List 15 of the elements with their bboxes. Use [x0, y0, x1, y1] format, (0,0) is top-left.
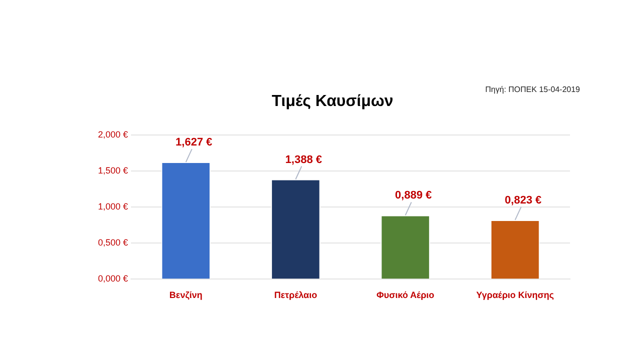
text: Πηγή: ΠΟΠΕΚ 15-04-2019 — [485, 85, 581, 94]
x-tick-label: Πετρέλαιο — [274, 290, 318, 300]
x-tick-label: Υγραέριο Κίνησης — [476, 290, 554, 300]
x-tick-label: Βενζίνη — [169, 290, 202, 300]
y-tick-label: 2,000 € — [98, 130, 128, 140]
x-tick-label: Φυσικό Αέριο — [376, 290, 435, 300]
data-label: 0,889 € — [395, 190, 432, 202]
data-label: 1,627 € — [176, 136, 212, 149]
y-tick-label: 1,500 € — [98, 166, 128, 176]
y-tick-label: 0,500 € — [98, 238, 128, 248]
chart-title: Τιμές Καυσίμων — [272, 93, 394, 110]
y-tick-label: 0,000 € — [98, 274, 128, 284]
data-label: 1,388 € — [285, 154, 322, 166]
data-label: 0,823 € — [504, 194, 542, 206]
y-tick-label: 1,000 € — [98, 202, 128, 212]
